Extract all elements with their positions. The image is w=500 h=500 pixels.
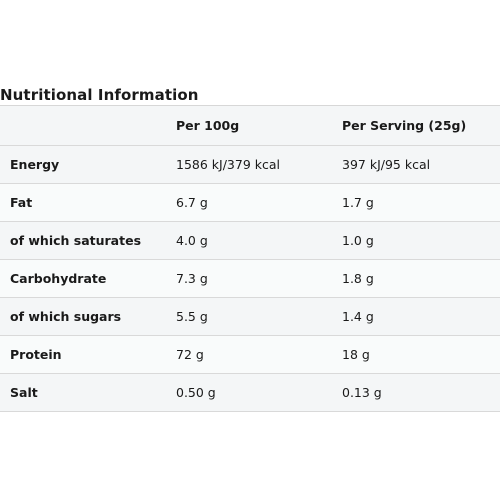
table-row: of which sugars 5.5 g 1.4 g <box>0 298 500 336</box>
per-serving-value: 1.0 g <box>342 233 374 248</box>
per-serving-value: 0.13 g <box>342 385 382 400</box>
nutrient-name: Carbohydrate <box>10 271 107 286</box>
nutrient-name: of which saturates <box>10 233 142 248</box>
per-100g-value: 1586 kJ/379 kcal <box>176 157 280 172</box>
per-serving-value: 1.7 g <box>342 195 374 210</box>
per-100g-value: 72 g <box>176 347 204 362</box>
table-header-row: Per 100g Per Serving (25g) <box>0 106 500 146</box>
nutrient-name: Energy <box>10 157 60 172</box>
per-serving-value: 18 g <box>342 347 370 362</box>
table-row: of which saturates 4.0 g 1.0 g <box>0 222 500 260</box>
table-row: Salt 0.50 g 0.13 g <box>0 374 500 412</box>
table-row: Carbohydrate 7.3 g 1.8 g <box>0 260 500 298</box>
section-title: Nutritional Information <box>0 86 199 104</box>
per-100g-value: 6.7 g <box>176 195 208 210</box>
table-row: Fat 6.7 g 1.7 g <box>0 184 500 222</box>
table-row: Energy 1586 kJ/379 kcal 397 kJ/95 kcal <box>0 146 500 184</box>
per-100g-value: 4.0 g <box>176 233 208 248</box>
header-per-serving: Per Serving (25g) <box>342 118 467 133</box>
nutrient-name: Salt <box>10 385 38 400</box>
per-100g-value: 7.3 g <box>176 271 208 286</box>
per-serving-value: 1.8 g <box>342 271 374 286</box>
nutrient-name: of which sugars <box>10 309 122 324</box>
per-serving-value: 1.4 g <box>342 309 374 324</box>
nutrient-name: Fat <box>10 195 33 210</box>
nutrient-name: Protein <box>10 347 62 362</box>
header-per-100g: Per 100g <box>176 118 240 133</box>
nutrition-table: Per 100g Per Serving (25g) Energy 1586 k… <box>0 105 500 412</box>
per-serving-value: 397 kJ/95 kcal <box>342 157 431 172</box>
table-row: Protein 72 g 18 g <box>0 336 500 374</box>
per-100g-value: 5.5 g <box>176 309 208 324</box>
per-100g-value: 0.50 g <box>176 385 216 400</box>
